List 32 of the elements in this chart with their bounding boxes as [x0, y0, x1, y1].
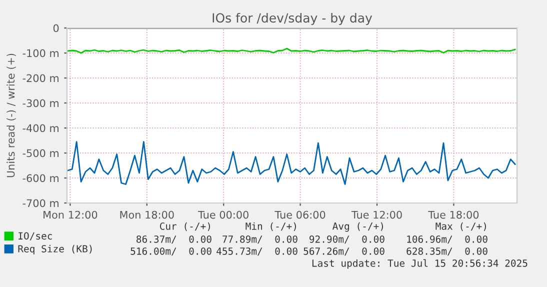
y-tick-label: -400 m: [22, 124, 58, 132]
text: 86.37m/ 0.00: [136, 235, 212, 244]
y-tick-label: 0: [53, 24, 59, 32]
text: Cur (-/+): [160, 222, 210, 231]
text: 77.89m/ 0.00: [222, 235, 298, 244]
legend-label: Req Size (KB): [18, 244, 92, 254]
y-tick-label: -700 m: [22, 199, 58, 208]
y-tick-label: -300 m: [22, 99, 58, 108]
y-tick-label: -500 m: [22, 149, 58, 158]
x-tick-label: Tue 06:00: [274, 210, 326, 219]
x-tick-label: Mon 18:00: [120, 210, 174, 219]
y-tick-label: -100 m: [22, 49, 58, 58]
text: 106.96m/ 0.00: [407, 235, 488, 244]
x-tick-label: Mon 12:00: [44, 210, 98, 219]
text: 567.26m/ 0.00: [304, 247, 384, 256]
x-tick-label: Tue 12:00: [351, 210, 402, 219]
x-tick-label: Tue 00:00: [198, 210, 248, 219]
text: 516.00m/ 0.00: [130, 247, 212, 256]
text: Avg (-/+): [332, 222, 383, 232]
chart-title: IOs for /dev/sday - by day: [212, 12, 372, 26]
y-tick-label: -600 m: [22, 174, 58, 182]
legend-label: IO/sec: [18, 232, 52, 240]
line-series: [67, 141, 516, 185]
y-tick-label: -200 m: [22, 74, 58, 82]
x-tick-label: Tue 18:00: [428, 210, 479, 219]
text: Last update: Tue Jul 15 20:56:34 2025: [312, 259, 528, 269]
text: 455.73m/ 0.00: [216, 247, 298, 256]
y-axis-title: Units read (-) / write (+): [6, 54, 16, 178]
text: 92.90m/ 0.00: [310, 235, 384, 244]
text: Max (-/+): [436, 222, 486, 231]
text: 628.35m/ 0.00: [406, 247, 488, 256]
text: Min (-/+): [246, 222, 296, 231]
